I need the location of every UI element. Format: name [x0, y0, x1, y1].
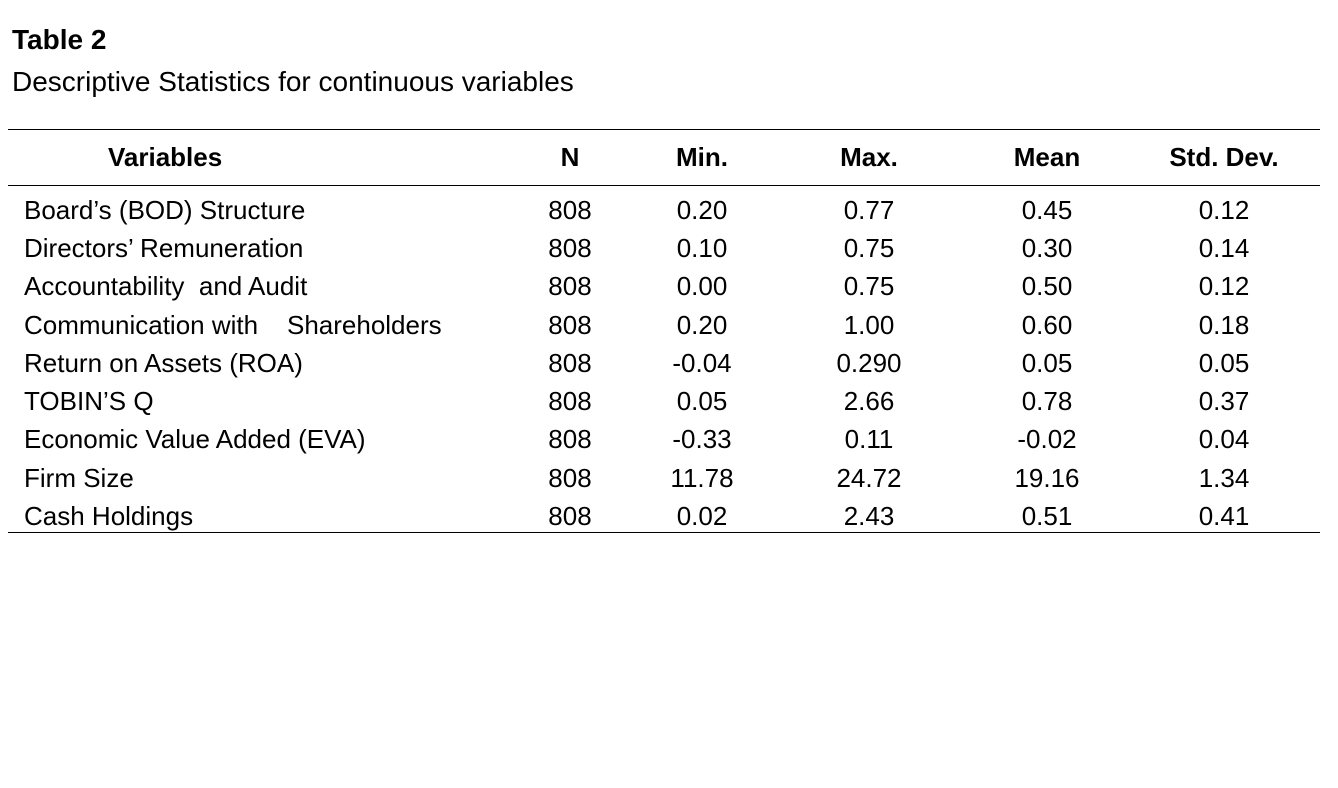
table-row: Firm Size 808 11.78 24.72 19.16 1.34	[8, 459, 1320, 497]
table-row: Economic Value Added (EVA) 808 -0.33 0.1…	[8, 421, 1320, 459]
variable-name-cell: Directors’ Remuneration	[24, 232, 304, 263]
mean-cell: 0.05	[1021, 347, 1073, 378]
std-dev-cell: 0.18	[1198, 309, 1250, 340]
table-row: Accountability and Audit 808 0.00 0.75 0…	[8, 268, 1320, 306]
table-row: TOBIN’S Q 808 0.05 2.66 0.78 0.37	[8, 382, 1320, 420]
min-cell: 0.00	[676, 271, 728, 302]
table-header-row: Variables N Min. Max. Mean Std. Dev.	[8, 130, 1320, 185]
header-mean: Mean	[1013, 142, 1081, 172]
max-cell: 0.75	[843, 271, 895, 302]
max-cell: 2.43	[843, 501, 895, 532]
std-dev-cell: 0.12	[1198, 194, 1250, 225]
max-cell: 1.00	[843, 309, 895, 340]
variable-name-cell: Board’s (BOD) Structure	[24, 194, 306, 225]
descriptive-statistics-table: Variables N Min. Max. Mean Std. Dev. Boa…	[8, 130, 1320, 536]
n-cell: 808	[548, 232, 592, 263]
std-dev-cell: 0.37	[1198, 386, 1250, 417]
table-header-rule	[8, 185, 1320, 186]
table-bottom-rule	[8, 532, 1320, 533]
table-row: Directors’ Remuneration 808 0.10 0.75 0.…	[8, 229, 1320, 267]
std-dev-cell: 0.04	[1198, 424, 1250, 455]
table-title: Descriptive Statistics for continuous va…	[12, 66, 574, 97]
min-cell: 11.78	[670, 462, 734, 493]
variable-name-cell: Cash Holdings	[24, 501, 194, 532]
std-dev-cell: 0.41	[1198, 501, 1250, 532]
max-cell: 0.290	[836, 347, 902, 378]
variable-name-cell: Firm Size	[24, 462, 134, 493]
mean-cell: 0.78	[1021, 386, 1073, 417]
variable-name-cell: Economic Value Added (EVA)	[24, 424, 366, 455]
max-cell: 24.72	[836, 462, 902, 493]
std-dev-cell: 0.14	[1198, 232, 1250, 263]
min-cell: 0.05	[676, 386, 728, 417]
max-cell: 0.11	[844, 424, 894, 455]
header-min: Min.	[676, 142, 728, 172]
table-row: Cash Holdings 808 0.02 2.43 0.51 0.41	[8, 497, 1320, 535]
mean-cell: 0.45	[1021, 194, 1073, 225]
mean-cell: 0.51	[1021, 501, 1073, 532]
std-dev-cell: 0.12	[1198, 271, 1250, 302]
n-cell: 808	[548, 501, 592, 532]
max-cell: 2.66	[843, 386, 895, 417]
mean-cell: 19.16	[1014, 462, 1080, 493]
header-n: N	[560, 142, 580, 172]
n-cell: 808	[548, 309, 592, 340]
variable-name-cell: Communication with Shareholders	[24, 309, 442, 340]
min-cell: 0.20	[676, 309, 728, 340]
n-cell: 808	[548, 271, 592, 302]
n-cell: 808	[548, 424, 592, 455]
table-label: Table 2	[12, 24, 107, 55]
header-std-dev: Std. Dev.	[1169, 142, 1279, 172]
table-row: Return on Assets (ROA) 808 -0.04 0.290 0…	[8, 344, 1320, 382]
n-cell: 808	[548, 386, 592, 417]
std-dev-cell: 1.34	[1198, 462, 1250, 493]
max-cell: 0.75	[843, 232, 895, 263]
n-cell: 808	[548, 194, 592, 225]
mean-cell: 0.50	[1021, 271, 1073, 302]
min-cell: 0.02	[676, 501, 728, 532]
variable-name-cell: Accountability and Audit	[24, 271, 308, 302]
table-row: Board’s (BOD) Structure 808 0.20 0.77 0.…	[8, 185, 1320, 229]
n-cell: 808	[548, 462, 592, 493]
variable-name-cell: Return on Assets (ROA)	[24, 347, 303, 378]
n-cell: 808	[548, 347, 592, 378]
mean-cell: -0.02	[1017, 424, 1077, 455]
min-cell: 0.20	[676, 194, 728, 225]
mean-cell: 0.30	[1021, 232, 1073, 263]
variable-name-cell: TOBIN’S Q	[24, 386, 154, 417]
std-dev-cell: 0.05	[1198, 347, 1250, 378]
table-top-rule	[8, 129, 1320, 130]
min-cell: -0.33	[672, 424, 732, 455]
table-row: Communication with Shareholders 808 0.20…	[8, 306, 1320, 344]
header-max: Max.	[840, 142, 898, 172]
min-cell: 0.10	[676, 232, 728, 263]
max-cell: 0.77	[843, 194, 895, 225]
header-variables: Variables	[108, 142, 223, 172]
min-cell: -0.04	[672, 347, 732, 378]
mean-cell: 0.60	[1021, 309, 1073, 340]
